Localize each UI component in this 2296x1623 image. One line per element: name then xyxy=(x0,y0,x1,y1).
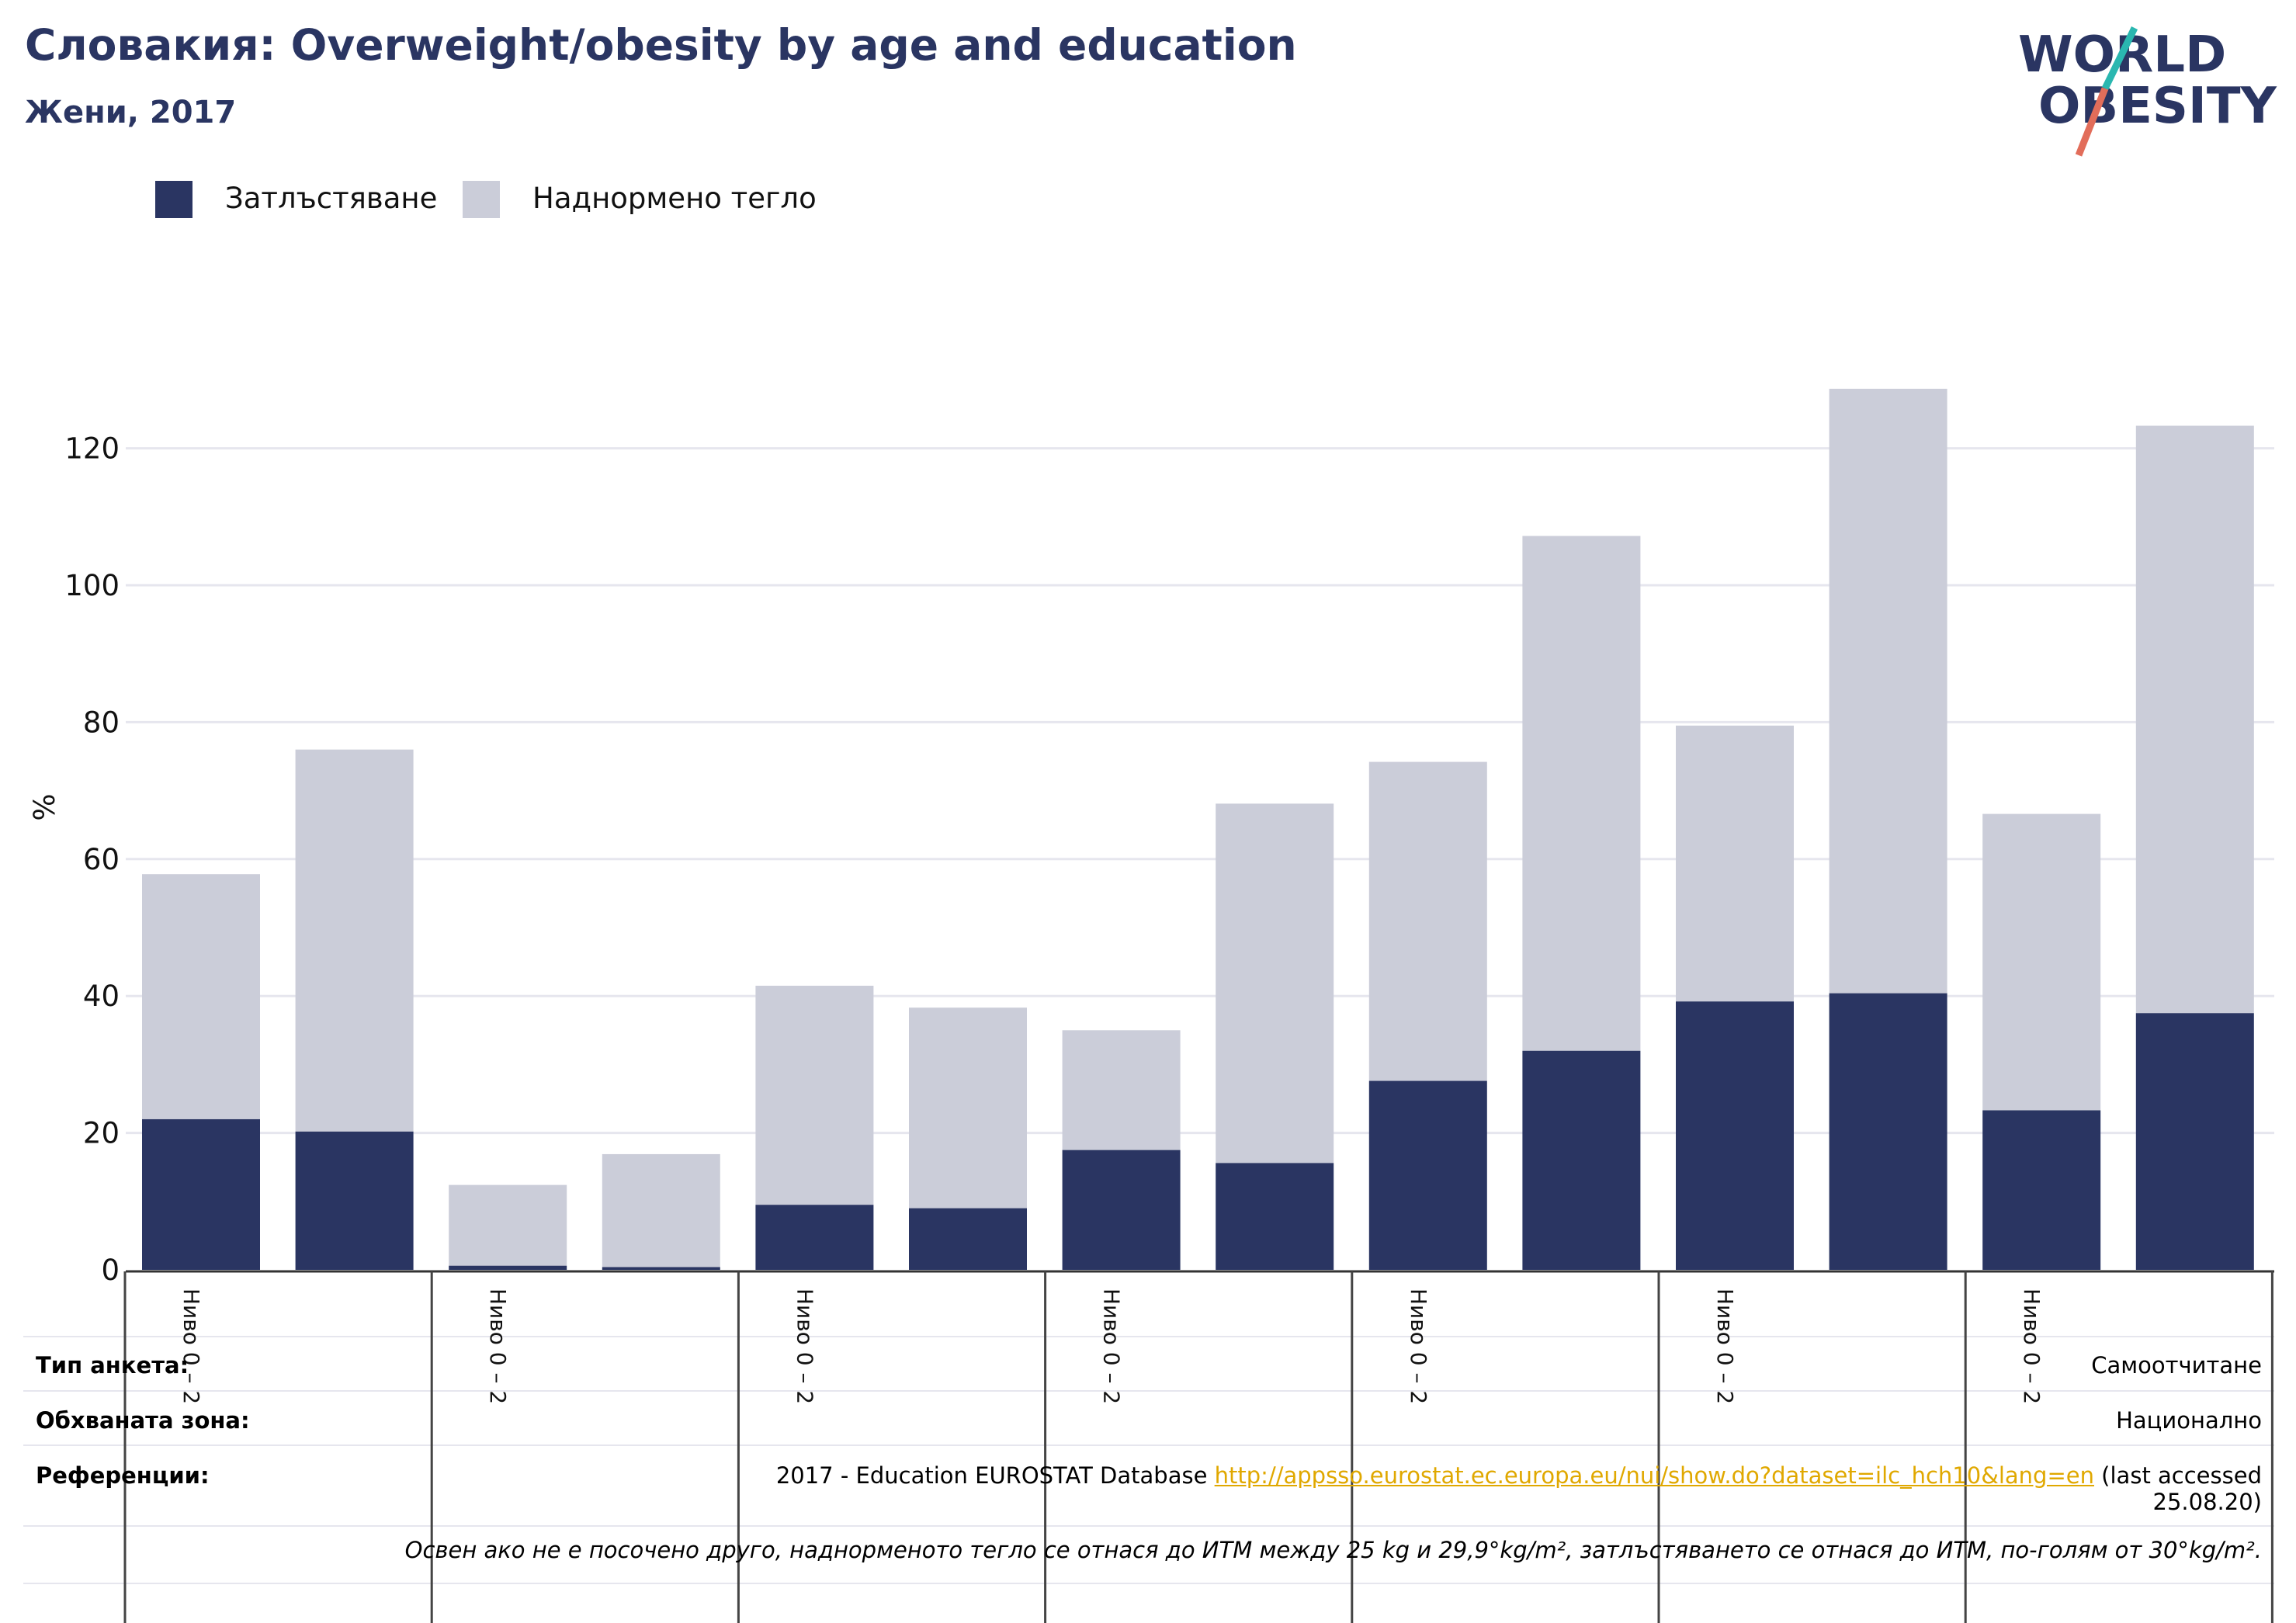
world-obesity-logo: WORLD OBESITY xyxy=(2018,26,2277,157)
legend-label-overweight: Наднормено тегло xyxy=(532,182,817,215)
y-axis-label: % xyxy=(28,793,61,820)
bar-overweight xyxy=(602,1153,720,1268)
bar-obesity xyxy=(295,1131,414,1270)
bar-obesity xyxy=(1368,1080,1487,1270)
bar-overweight xyxy=(1676,725,1794,1002)
x-category-label: Ниво 0 – 2 xyxy=(1099,1288,1125,1404)
coverage-label: Обхваната зона: xyxy=(36,1407,250,1434)
bar-overweight xyxy=(142,874,260,1119)
bar-obesity xyxy=(142,1118,260,1270)
logo-slash-coral xyxy=(2075,87,2109,157)
references-label: Референции: xyxy=(36,1462,210,1489)
bar-obesity xyxy=(602,1267,720,1270)
y-tick-label: 120 xyxy=(64,432,120,466)
y-tick-label: 20 xyxy=(83,1117,120,1150)
x-category-label: Ниво 0 – 2 xyxy=(2019,1288,2045,1404)
references-value: 2017 - Education EUROSTAT Database http:… xyxy=(776,1462,2262,1515)
x-category-label: Ниво 0 – 2 xyxy=(1712,1288,1738,1404)
bar-overweight xyxy=(449,1184,567,1266)
logo-slash-teal xyxy=(2101,26,2138,90)
bar-overweight xyxy=(1062,1030,1181,1150)
bar-overweight xyxy=(2135,425,2254,1014)
bar-obesity xyxy=(1829,993,1947,1270)
bar-overweight xyxy=(909,1007,1027,1209)
page-title: Словакия: Overweight/obesity by age and … xyxy=(25,20,1297,70)
survey-type-label: Тип анкета: xyxy=(36,1352,189,1379)
y-tick-label: 60 xyxy=(83,843,120,876)
y-tick-label: 0 xyxy=(101,1254,120,1287)
bar-obesity xyxy=(1522,1050,1641,1270)
x-category-label: Ниво 0 – 2 xyxy=(1406,1288,1431,1404)
x-category-label: Ниво 0 – 2 xyxy=(792,1288,817,1404)
footnote: Освен ако не е посочено друго, наднормен… xyxy=(404,1537,2262,1563)
legend-swatch-obesity xyxy=(155,181,192,218)
references-suffix: (last accessed xyxy=(2093,1462,2262,1489)
coverage-value: Национално xyxy=(2116,1407,2262,1434)
y-tick-label: 40 xyxy=(83,980,120,1013)
bar-overweight xyxy=(295,749,414,1132)
bar-obesity xyxy=(909,1208,1027,1270)
bar-overweight xyxy=(1522,536,1641,1051)
x-category-label: Ниво 0 – 2 xyxy=(485,1288,511,1404)
bar-overweight xyxy=(1829,388,1947,994)
bar-obesity xyxy=(449,1265,567,1270)
y-tick-label: 80 xyxy=(83,706,120,739)
references-link[interactable]: http://appsso.eurostat.ec.europa.eu/nui/… xyxy=(1214,1462,2094,1489)
bar-obesity xyxy=(1216,1163,1334,1270)
bar-obesity xyxy=(1676,1001,1794,1270)
references-prefix: 2017 - Education EUROSTAT Database xyxy=(775,1462,1215,1489)
bar-overweight xyxy=(1216,803,1334,1163)
bar-overweight xyxy=(1982,813,2101,1111)
bar-obesity xyxy=(2135,1013,2254,1270)
y-tick-label: 100 xyxy=(64,569,120,602)
references-date: 25.08.20) xyxy=(2152,1489,2262,1515)
survey-type-value: Самоотчитане xyxy=(2091,1352,2262,1379)
bar-obesity xyxy=(1982,1110,2101,1270)
legend-label-obesity: Затлъстяване xyxy=(225,182,438,215)
bar-overweight xyxy=(1368,761,1487,1081)
bar-obesity xyxy=(755,1205,874,1270)
x-category-label: Ниво 0 – 2 xyxy=(179,1288,204,1404)
bar-obesity xyxy=(1062,1150,1181,1270)
legend-swatch-overweight xyxy=(463,181,500,218)
page-subtitle: Жени, 2017 xyxy=(25,95,237,130)
bar-overweight xyxy=(755,985,874,1205)
logo-line-2: OBESITY xyxy=(2038,78,2277,135)
